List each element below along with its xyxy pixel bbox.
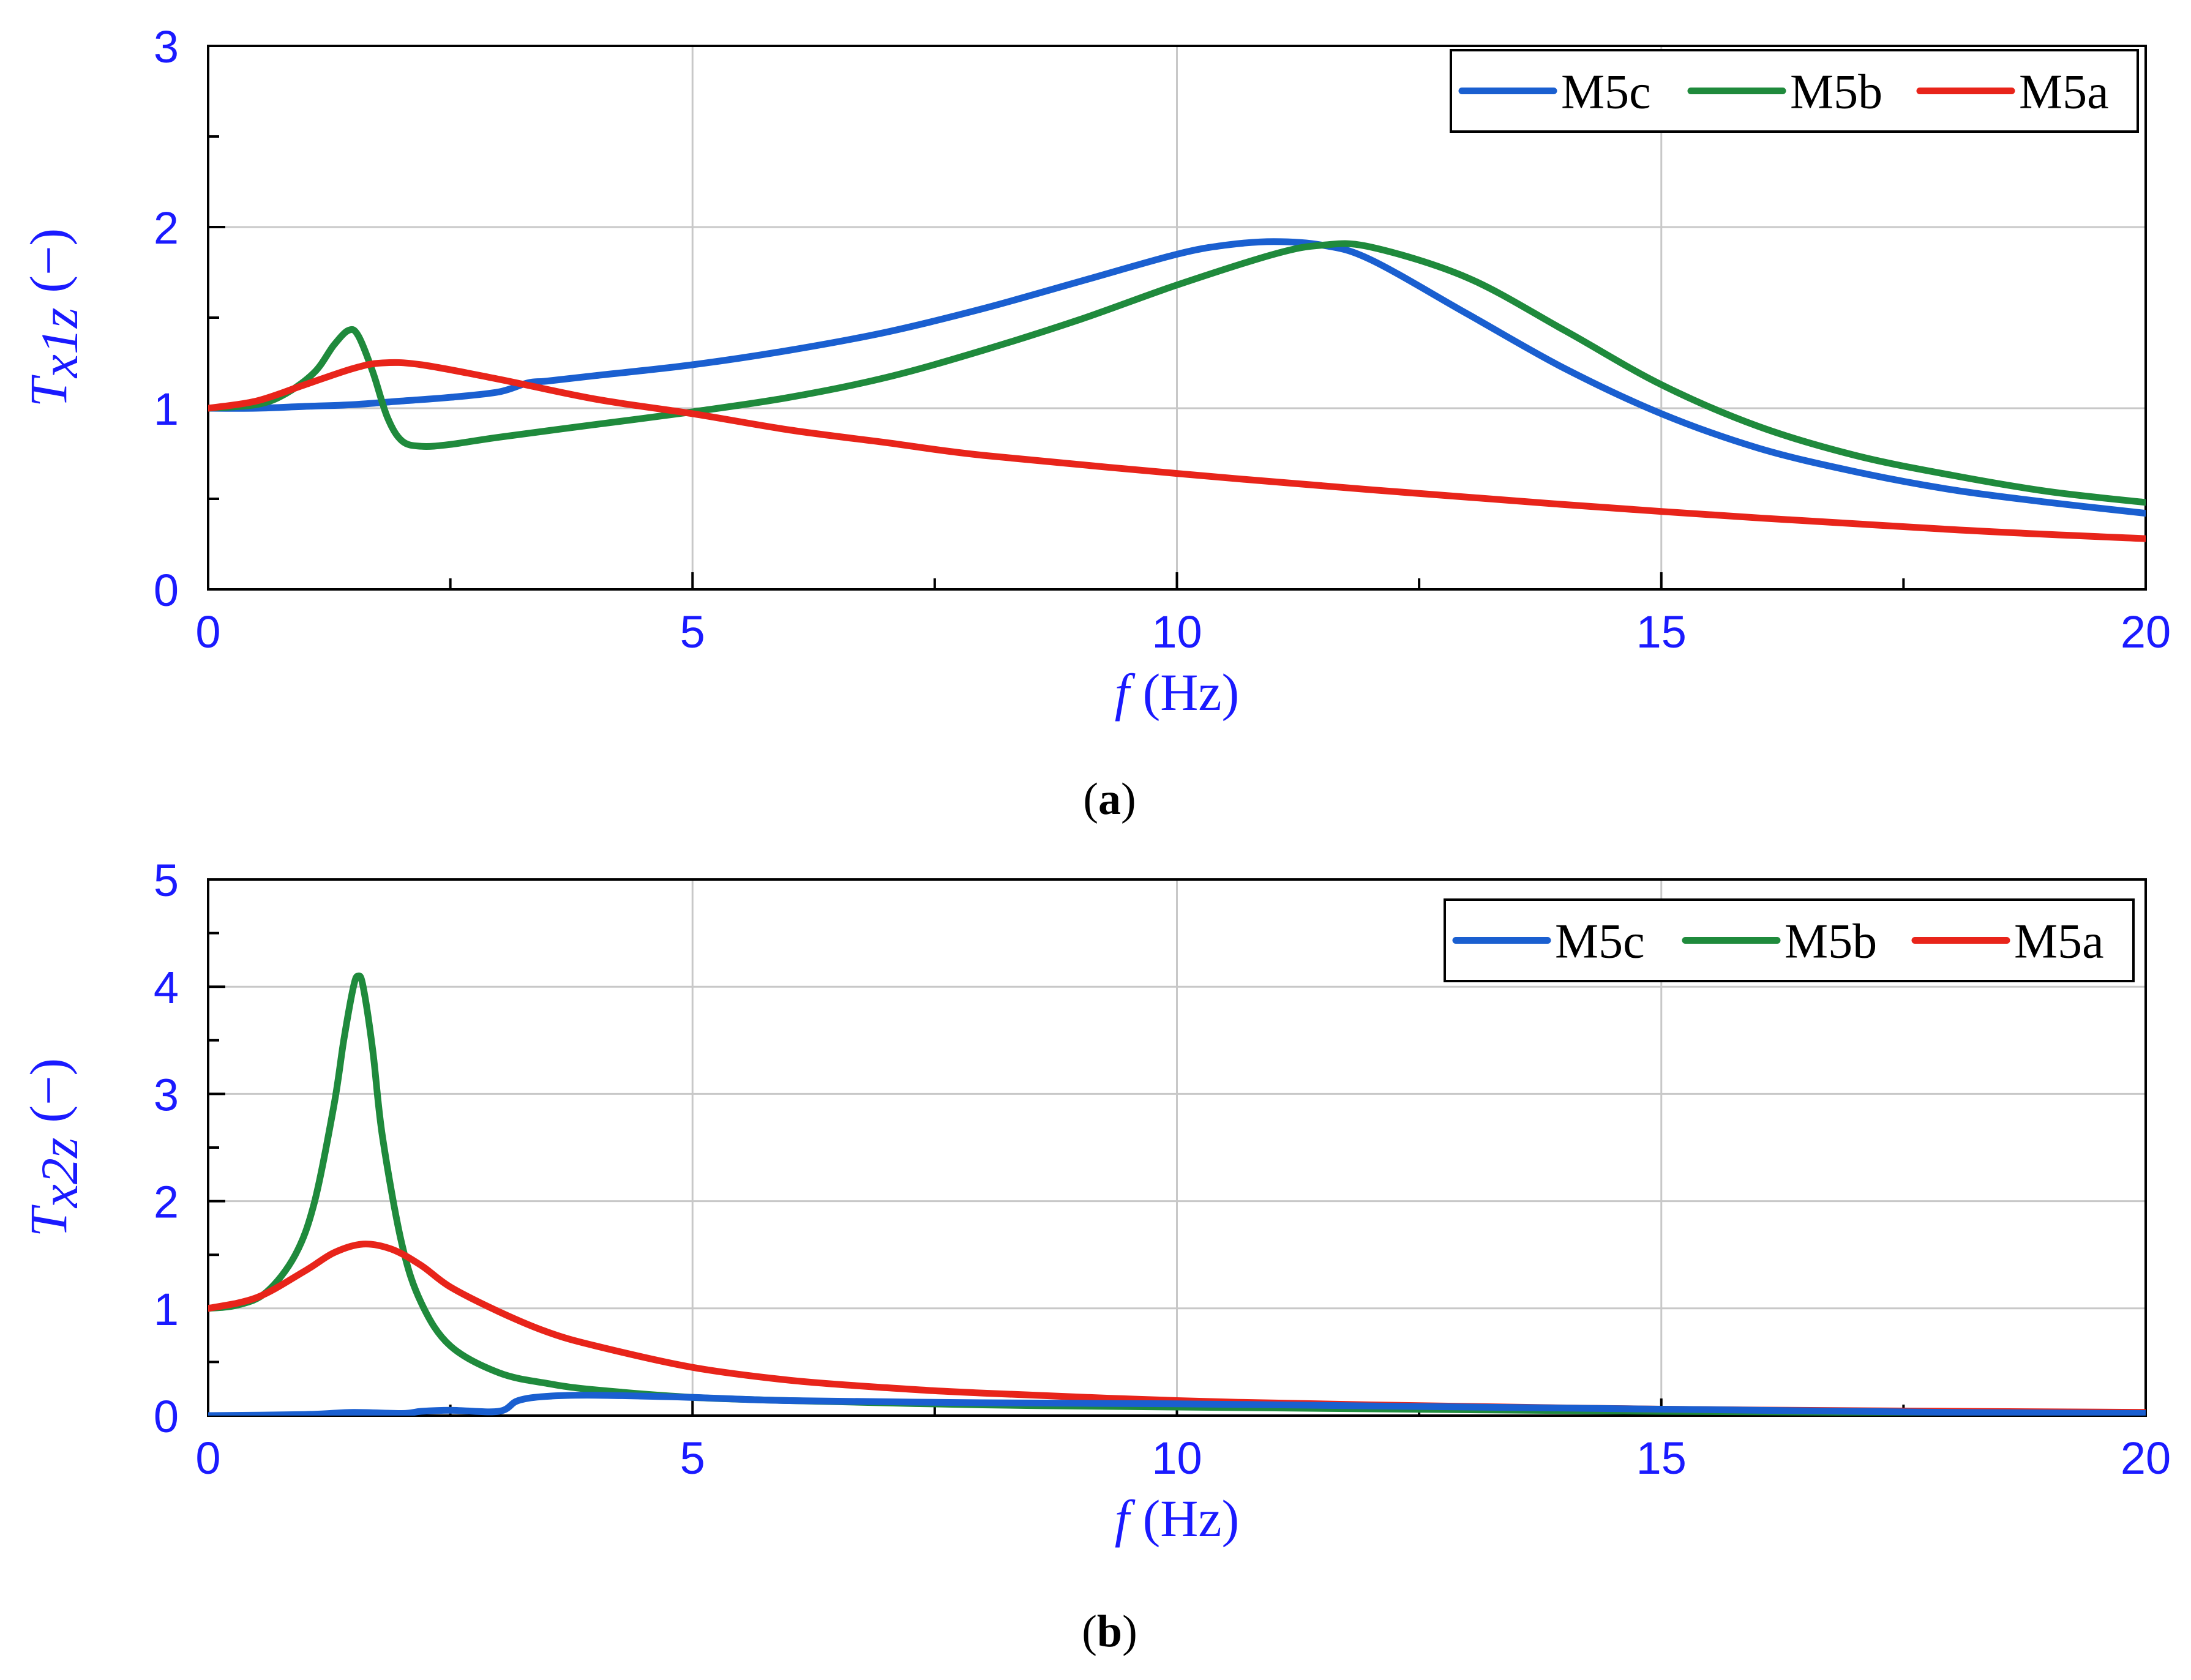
x-tick-label: 5 [680,1433,705,1484]
x-axis-unit: (Hz) [1143,663,1240,722]
series-line-m5b [208,240,2146,506]
x-tick-label: 10 [1152,1433,1202,1484]
y-tick-label: 5 [154,855,179,906]
y-axis-label: Tx2z (−) [19,1058,89,1237]
x-tick-label: 15 [1636,1433,1687,1484]
legend: M5c M5b M5a [1444,898,2135,982]
chart-panel-a: 0 5 10 15 20 0 1 2 3 f (Hz) Tx1z (−) M5c M5b M5a (a) [19,21,2171,824]
x-tick-label: 10 [1152,607,1202,657]
panel-caption: (a) [1083,774,1136,824]
y-axis-symbol: T [19,375,78,407]
x-axis-unit: (Hz) [1143,1489,1240,1548]
series-line-m5c [208,238,2146,517]
legend-box [1450,49,2139,133]
x-axis-symbol: f [1115,1489,1136,1548]
legend-label-m5a: M5a [2019,65,2109,119]
caption-open-paren: ( [1082,1607,1097,1657]
x-tick-label: 5 [680,607,705,657]
series-group [208,973,2146,1416]
y-tick-label: 1 [154,384,179,435]
y-axis-unit: (−) [19,1058,78,1123]
legend-label-m5a: M5a [2014,915,2104,969]
panel-caption: (b) [1082,1607,1137,1657]
caption-close-paren: ) [1121,774,1136,824]
chart-panel-b: 0 5 10 15 20 0 1 2 3 4 5 f (Hz) Tx2z (−) M5c M5b M5a (b) [19,855,2171,1657]
y-tick-label: 2 [154,1177,179,1228]
x-axis-label: f (Hz) [1115,1489,1239,1548]
y-tick-label: 0 [154,1391,179,1442]
y-tick-label: 1 [154,1284,179,1335]
y-tick-label: 0 [154,565,179,616]
y-axis-subscript: x1z [30,308,89,379]
x-tick-label: 0 [195,607,220,657]
caption-open-paren: ( [1083,774,1098,824]
y-axis-subscript: x2z [30,1138,89,1209]
legend-label-m5b: M5b [1785,915,1877,969]
legend-label-m5c: M5c [1561,65,1651,119]
x-tick-label: 0 [195,1433,220,1484]
legend: M5c M5b M5a [1450,49,2139,133]
series-line-m5c [208,1392,2146,1416]
x-tick-label: 20 [2121,607,2171,657]
y-axis-symbol: T [19,1204,78,1237]
y-tick-label: 2 [154,203,179,253]
y-tick-label: 4 [154,962,179,1013]
x-tick-label: 20 [2121,1433,2171,1484]
series-group [208,238,2146,542]
caption-close-paren: ) [1122,1607,1137,1657]
y-axis-label: Tx1z (−) [19,228,89,407]
caption-letter: b [1097,1607,1122,1657]
legend-label-m5c: M5c [1555,915,1645,969]
x-tick-label: 15 [1636,607,1687,657]
y-tick-label: 3 [154,1069,179,1120]
legend-label-m5b: M5b [1790,65,1882,119]
y-tick-label: 3 [154,21,179,72]
y-axis-unit: (−) [19,228,78,293]
series-line-m5a [208,359,2146,542]
caption-letter: a [1098,774,1121,824]
x-axis-symbol: f [1115,663,1136,722]
x-axis-label: f (Hz) [1115,663,1239,722]
legend-box [1444,898,2135,982]
